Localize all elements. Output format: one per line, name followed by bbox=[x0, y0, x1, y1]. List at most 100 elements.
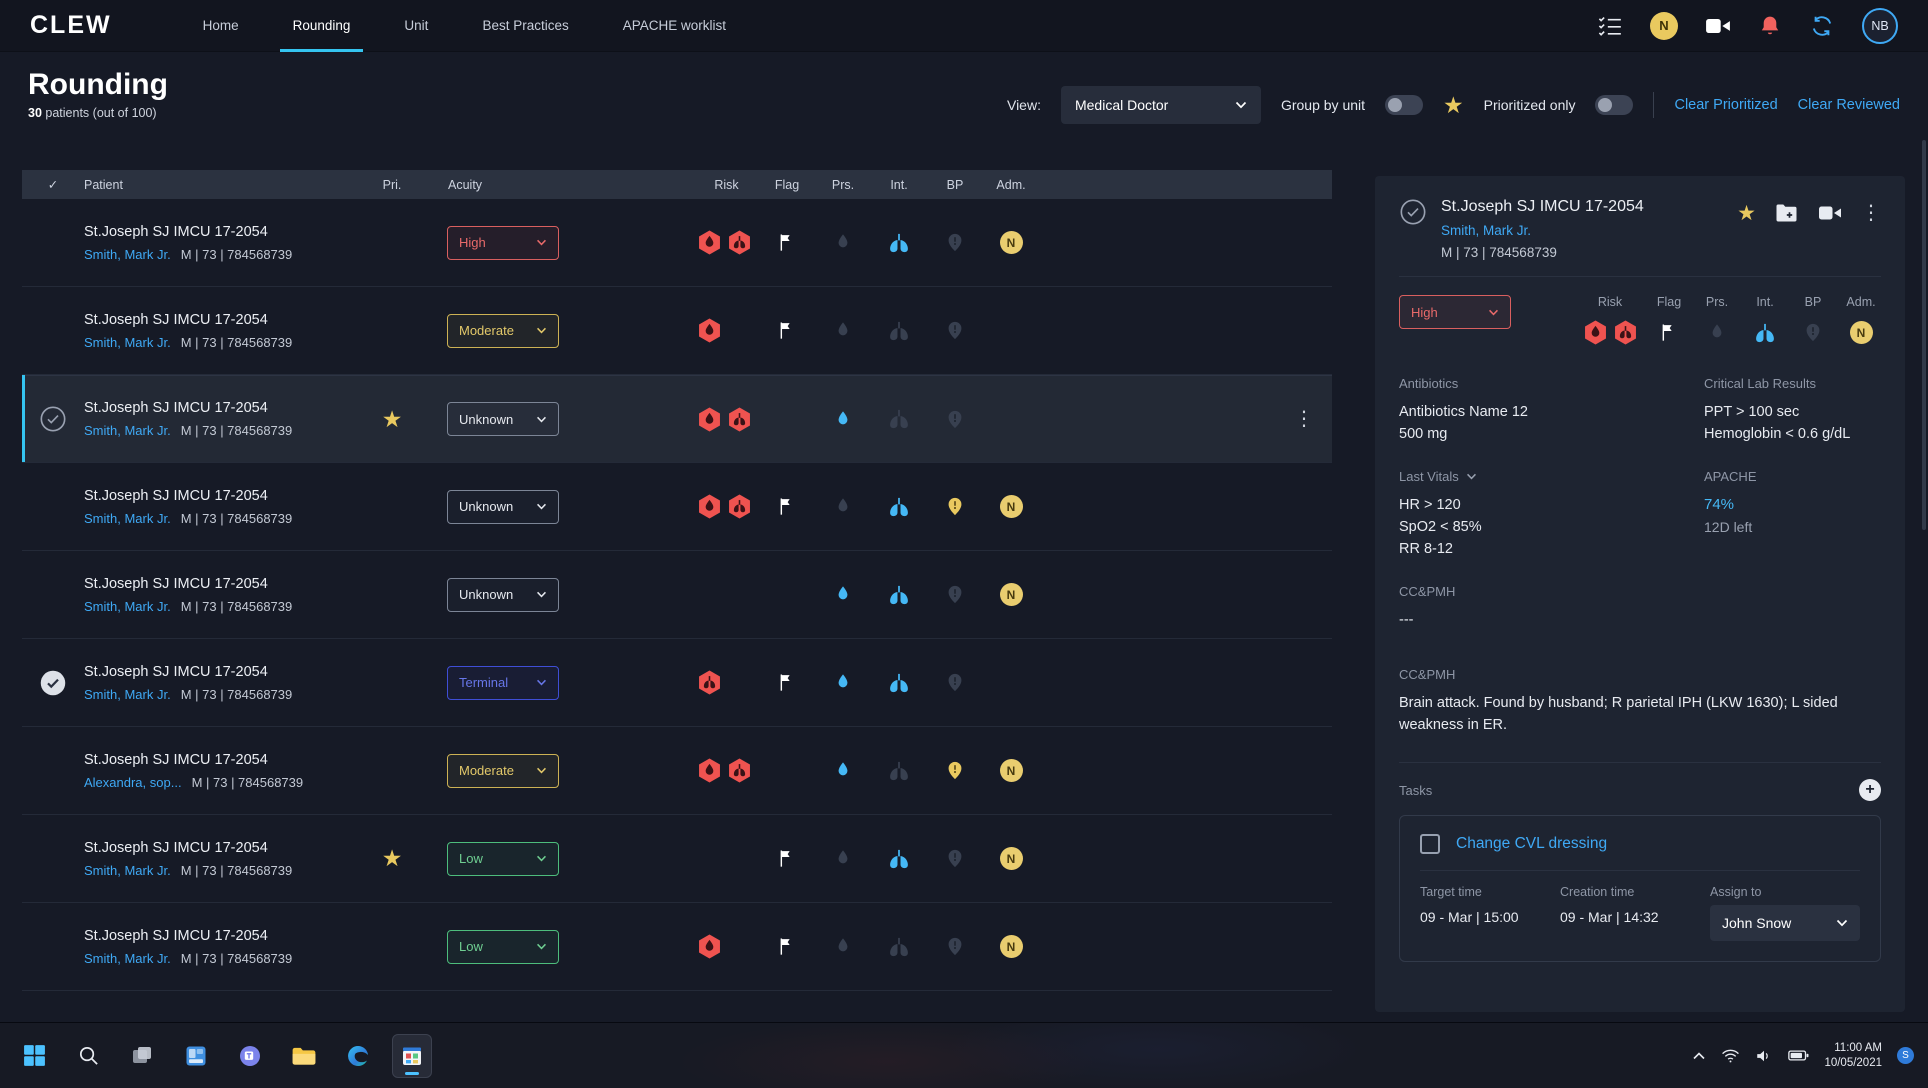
admission-badge: N bbox=[1000, 847, 1023, 870]
prioritized-only-toggle[interactable] bbox=[1595, 95, 1633, 115]
ccpmh-section-2: CC&PMH Brain attack. Found by husband; R… bbox=[1399, 667, 1881, 736]
video-call-icon[interactable] bbox=[1818, 204, 1842, 222]
scrollbar[interactable] bbox=[1922, 140, 1926, 530]
volume-icon[interactable] bbox=[1755, 1048, 1773, 1064]
apache-days-left: 12D left bbox=[1704, 516, 1881, 538]
panel-int-icon-slot bbox=[1751, 319, 1779, 346]
video-call-icon[interactable] bbox=[1705, 16, 1731, 36]
patient-unit: St.Joseph SJ IMCU 17-2054 bbox=[84, 400, 360, 416]
assignee-select[interactable]: John Snow bbox=[1710, 905, 1860, 941]
prioritized-only-label: Prioritized only bbox=[1484, 97, 1576, 113]
patient-cell: St.Joseph SJ IMCU 17-2054 Smith, Mark Jr… bbox=[84, 840, 360, 878]
reviewed-check-icon[interactable] bbox=[39, 669, 67, 697]
table-row[interactable]: St.Joseph SJ IMCU 17-2054 Smith, Mark Jr… bbox=[22, 815, 1332, 903]
clear-prioritized-link[interactable]: Clear Prioritized bbox=[1674, 97, 1777, 113]
nav-item-rounding[interactable]: Rounding bbox=[266, 0, 378, 52]
acuity-dropdown[interactable]: Moderate bbox=[447, 754, 559, 788]
task-title[interactable]: Change CVL dressing bbox=[1456, 835, 1607, 853]
tray-chevron-icon[interactable] bbox=[1692, 1051, 1706, 1061]
reviewed-outline-icon[interactable] bbox=[1399, 198, 1427, 226]
refresh-icon[interactable] bbox=[1809, 14, 1835, 38]
acuity-cell: Low bbox=[424, 842, 694, 876]
panel-star-icon[interactable]: ★ bbox=[1737, 203, 1756, 224]
taskbar-date: 10/05/2021 bbox=[1824, 1056, 1882, 1071]
panel-acuity-dropdown[interactable]: High bbox=[1399, 295, 1511, 329]
risk-blood-icon bbox=[696, 317, 723, 344]
priority-cell[interactable]: ★ bbox=[360, 408, 424, 431]
view-select[interactable]: Medical Doctor bbox=[1061, 86, 1261, 124]
acuity-dropdown[interactable]: Moderate bbox=[447, 314, 559, 348]
add-task-button[interactable]: + bbox=[1859, 779, 1881, 801]
acuity-dropdown[interactable]: Unknown bbox=[447, 402, 559, 436]
edge-browser-icon[interactable] bbox=[338, 1034, 378, 1078]
table-row[interactable]: St.Joseph SJ IMCU 17-2054 Alexandra, sop… bbox=[22, 727, 1332, 815]
intubation-icon bbox=[885, 758, 913, 784]
row-menu-icon[interactable]: ⋮ bbox=[1294, 409, 1314, 429]
acuity-dropdown[interactable]: Low bbox=[447, 842, 559, 876]
bp-cell bbox=[927, 934, 983, 959]
table-row[interactable]: St.Joseph SJ IMCU 17-2054 Smith, Mark Jr… bbox=[22, 287, 1332, 375]
risk-lungs-icon bbox=[726, 406, 753, 433]
taskbar-clock[interactable]: 11:00 AM 10/05/2021 bbox=[1824, 1041, 1882, 1071]
table-row[interactable]: St.Joseph SJ IMCU 17-2054 Smith, Mark Jr… bbox=[22, 903, 1332, 991]
table-row[interactable]: St.Joseph SJ IMCU 17-2054 Smith, Mark Jr… bbox=[22, 463, 1332, 551]
clew-app-icon[interactable] bbox=[392, 1034, 432, 1078]
panel-patient-name-link[interactable]: Smith, Mark Jr. bbox=[1441, 223, 1644, 238]
pressors-icon bbox=[833, 670, 853, 695]
teams-icon[interactable] bbox=[230, 1034, 270, 1078]
nav-item-best-practices[interactable]: Best Practices bbox=[455, 0, 595, 52]
user-avatar[interactable]: NB bbox=[1862, 8, 1898, 44]
start-button[interactable] bbox=[14, 1034, 54, 1078]
prs-cell bbox=[815, 670, 871, 695]
notification-letter-badge[interactable]: N bbox=[1650, 12, 1678, 40]
patient-name-link[interactable]: Smith, Mark Jr. bbox=[84, 951, 171, 966]
patient-name-link[interactable]: Smith, Mark Jr. bbox=[84, 247, 171, 262]
acuity-dropdown[interactable]: Terminal bbox=[447, 666, 559, 700]
acuity-dropdown[interactable]: Low bbox=[447, 930, 559, 964]
file-explorer-icon[interactable] bbox=[284, 1034, 324, 1078]
select-all-check[interactable]: ✓ bbox=[22, 177, 84, 192]
checklist-icon[interactable] bbox=[1597, 15, 1623, 37]
risk-cell bbox=[694, 493, 759, 520]
task-checkbox[interactable] bbox=[1420, 834, 1440, 854]
panel-menu-icon[interactable]: ⋮ bbox=[1861, 203, 1881, 223]
battery-icon[interactable] bbox=[1788, 1049, 1809, 1062]
widgets-icon[interactable] bbox=[176, 1034, 216, 1078]
reviewed-outline-icon[interactable] bbox=[39, 405, 67, 433]
folder-add-icon[interactable] bbox=[1775, 203, 1799, 223]
patient-name-link[interactable]: Smith, Mark Jr. bbox=[84, 599, 171, 614]
table-row[interactable]: St.Joseph SJ IMCU 17-2054 Smith, Mark Jr… bbox=[22, 551, 1332, 639]
top-nav: CLEW Home Rounding Unit Best Practices A… bbox=[0, 0, 1928, 52]
acuity-dropdown[interactable]: Unknown bbox=[447, 578, 559, 612]
task-view-icon[interactable] bbox=[122, 1034, 162, 1078]
tray-notification-badge[interactable]: S bbox=[1897, 1047, 1914, 1064]
bell-icon[interactable] bbox=[1758, 13, 1782, 39]
acuity-dropdown[interactable]: Unknown bbox=[447, 490, 559, 524]
bp-alert-icon bbox=[945, 582, 965, 607]
priority-cell[interactable]: ★ bbox=[360, 847, 424, 870]
creation-time-label: Creation time bbox=[1560, 885, 1710, 899]
search-icon[interactable] bbox=[68, 1034, 108, 1078]
wifi-icon[interactable] bbox=[1721, 1048, 1740, 1064]
patient-name-link[interactable]: Smith, Mark Jr. bbox=[84, 335, 171, 350]
patient-name-link[interactable]: Smith, Mark Jr. bbox=[84, 511, 171, 526]
group-by-unit-toggle[interactable] bbox=[1385, 95, 1423, 115]
patient-name-link[interactable]: Smith, Mark Jr. bbox=[84, 687, 171, 702]
patient-unit: St.Joseph SJ IMCU 17-2054 bbox=[84, 664, 360, 680]
nav-item-apache-worklist[interactable]: APACHE worklist bbox=[596, 0, 753, 52]
assignee-value: John Snow bbox=[1722, 915, 1791, 931]
pressors-icon bbox=[833, 318, 853, 343]
nav-item-unit[interactable]: Unit bbox=[377, 0, 455, 52]
int-cell bbox=[871, 758, 927, 784]
flag-cell bbox=[759, 319, 815, 342]
patient-name-link[interactable]: Alexandra, sop... bbox=[84, 775, 182, 790]
patient-name-link[interactable]: Smith, Mark Jr. bbox=[84, 423, 171, 438]
table-row[interactable]: St.Joseph SJ IMCU 17-2054 Smith, Mark Jr… bbox=[22, 375, 1332, 463]
table-row[interactable]: St.Joseph SJ IMCU 17-2054 Smith, Mark Jr… bbox=[22, 199, 1332, 287]
table-row[interactable]: St.Joseph SJ IMCU 17-2054 Smith, Mark Jr… bbox=[22, 639, 1332, 727]
chevron-down-icon[interactable] bbox=[1466, 473, 1477, 480]
patient-name-link[interactable]: Smith, Mark Jr. bbox=[84, 863, 171, 878]
nav-item-home[interactable]: Home bbox=[176, 0, 266, 52]
acuity-dropdown[interactable]: High bbox=[447, 226, 559, 260]
clear-reviewed-link[interactable]: Clear Reviewed bbox=[1798, 97, 1900, 113]
